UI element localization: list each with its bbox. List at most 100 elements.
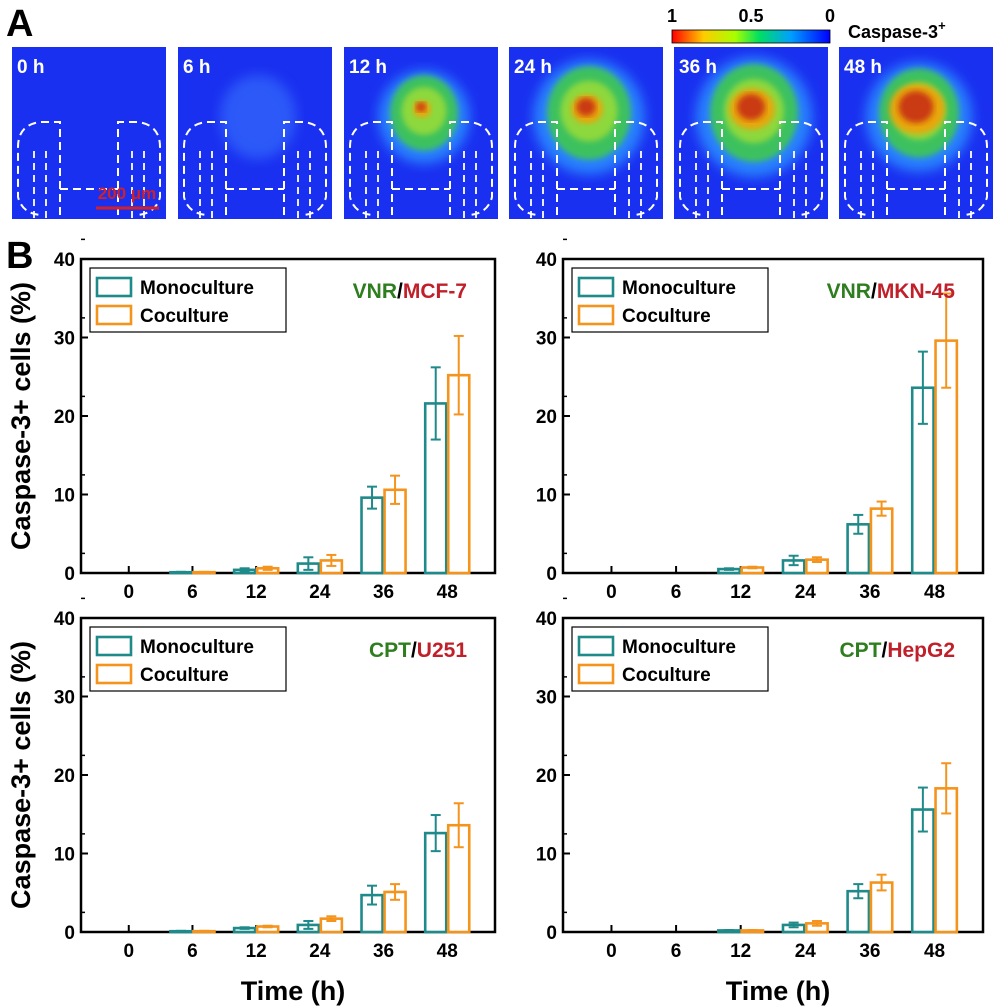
- legend-label-monoculture: Monoculture: [140, 278, 254, 299]
- signal-peak: [898, 91, 934, 123]
- cell-line-name: U251: [417, 639, 468, 662]
- x-tick-label: 0: [606, 582, 617, 603]
- y-tick-label: 0: [64, 923, 75, 944]
- drug-name: CPT: [839, 639, 881, 662]
- chart-2: 0 10 20 30 40 0 6 12 24 36 48 Monoculture Coculture C…: [6, 597, 497, 1006]
- x-tick-label: 36: [373, 582, 394, 603]
- error-bar: [876, 500, 887, 517]
- drug-name: VNR: [353, 280, 397, 303]
- drug-name: CPT: [369, 639, 411, 662]
- x-tick-label: 24: [309, 582, 331, 603]
- error-bar: [303, 920, 314, 930]
- legend-swatch-coculture: [577, 304, 615, 326]
- drug-cell-annotation: CPT/HepG2: [839, 639, 955, 662]
- y-tick-label: 40: [54, 609, 75, 630]
- y-tick-label: 40: [54, 250, 75, 271]
- x-tick-label: 48: [924, 582, 945, 603]
- x-tick-label: 6: [187, 582, 198, 603]
- legend-swatch-coculture: [95, 663, 133, 685]
- chart-1: 0 10 20 30 40 0 6 12 24 36 48 Monoculture Coculture V…: [536, 238, 985, 603]
- error-bar: [367, 485, 378, 510]
- colorbar-label: Caspase-3+: [848, 18, 946, 42]
- error-bar: [917, 786, 928, 833]
- legend-swatch-monoculture: [95, 276, 133, 298]
- channel-left: [514, 121, 558, 216]
- x-tick-label: 12: [246, 582, 267, 603]
- channel-right: [944, 121, 988, 216]
- channel-right: [283, 121, 327, 216]
- legend-swatch-coculture: [577, 663, 615, 685]
- y-tick-label: 20: [54, 766, 75, 787]
- drug-cell-annotation: VNR/MKN-45: [827, 280, 956, 303]
- annotation-slash: /: [871, 280, 877, 303]
- frame-time-label: 48 h: [844, 57, 882, 78]
- x-tick-label: 0: [123, 941, 134, 962]
- legend-label-monoculture: Monoculture: [140, 637, 254, 658]
- drug-cell-annotation: CPT/U251: [369, 639, 467, 662]
- signal-peak: [736, 94, 766, 120]
- error-bar: [326, 915, 337, 923]
- channel-left: [349, 121, 393, 216]
- x-tick-label: 24: [309, 941, 331, 962]
- colorbar-label-sup: +: [938, 18, 946, 33]
- channel-left: [17, 121, 61, 216]
- legend-swatch-coculture: [95, 304, 133, 326]
- frame-2: 12 h: [344, 47, 498, 219]
- x-tick-label: 6: [671, 941, 682, 962]
- x-tick-label: 0: [123, 582, 134, 603]
- channel-right: [779, 121, 823, 216]
- error-bar: [917, 350, 928, 425]
- legend: Monoculture Coculture: [89, 626, 287, 692]
- error-bar: [747, 565, 758, 570]
- error-bar: [239, 567, 250, 573]
- signal-blob: [220, 75, 296, 159]
- error-bar: [788, 554, 799, 567]
- error-bar: [262, 565, 273, 571]
- y-tick-label: 20: [536, 407, 557, 428]
- error-bar: [326, 553, 337, 567]
- legend-label-monoculture: Monoculture: [622, 278, 736, 299]
- chart-3: 0 10 20 30 40 0 6 12 24 36 48 Monoculture Coculture C…: [536, 597, 985, 1006]
- x-axis-title: Time (h): [241, 976, 346, 1006]
- annotation-slash: /: [411, 639, 417, 662]
- frame-time-label: 12 h: [349, 57, 387, 78]
- cell-line-name: MKN-45: [877, 280, 955, 303]
- error-bar: [853, 513, 864, 535]
- frame-time-label: 24 h: [514, 57, 552, 78]
- frame-time-label: 36 h: [679, 57, 717, 78]
- bar-charts: 0 10 20 30 40 0 6 12 24 36 48 Monoculture Coculture V…: [6, 238, 985, 1006]
- x-tick-label: 6: [187, 941, 198, 962]
- legend-swatch-monoculture: [95, 635, 133, 657]
- x-tick-label: 48: [924, 941, 945, 962]
- error-bar: [811, 556, 822, 564]
- x-axis-title: Time (h): [726, 976, 831, 1006]
- y-tick-label: 30: [54, 688, 75, 709]
- channel-right: [614, 121, 658, 216]
- legend: Monoculture Coculture: [89, 267, 287, 333]
- channel-right: [117, 121, 161, 216]
- annotation-slash: /: [881, 639, 887, 662]
- error-bar: [175, 929, 186, 933]
- error-bar: [724, 567, 735, 571]
- colorbar-tick-min: 0: [825, 6, 835, 26]
- frame-background: [12, 47, 166, 219]
- drug-cell-annotation: VNR/MCF-7: [353, 280, 467, 303]
- x-tick-label: 24: [795, 941, 817, 962]
- error-bar: [367, 884, 378, 906]
- y-tick-label: 10: [54, 845, 75, 866]
- x-tick-label: 12: [246, 941, 267, 962]
- x-tick-label: 36: [859, 941, 880, 962]
- channel-right: [449, 121, 493, 216]
- x-tick-label: 0: [606, 941, 617, 962]
- error-bar: [175, 570, 186, 574]
- cell-line-name: MCF-7: [403, 280, 467, 303]
- y-tick-label: 20: [54, 407, 75, 428]
- panel-b-letter: B: [6, 235, 33, 277]
- y-axis-title: Caspase-3+ cells (%): [6, 641, 36, 909]
- panel-a-letter: A: [6, 3, 33, 45]
- legend-label-coculture: Coculture: [140, 306, 229, 327]
- frame-1: 6 h: [178, 47, 332, 219]
- y-tick-label: 10: [54, 486, 75, 507]
- annotation-slash: /: [397, 280, 403, 303]
